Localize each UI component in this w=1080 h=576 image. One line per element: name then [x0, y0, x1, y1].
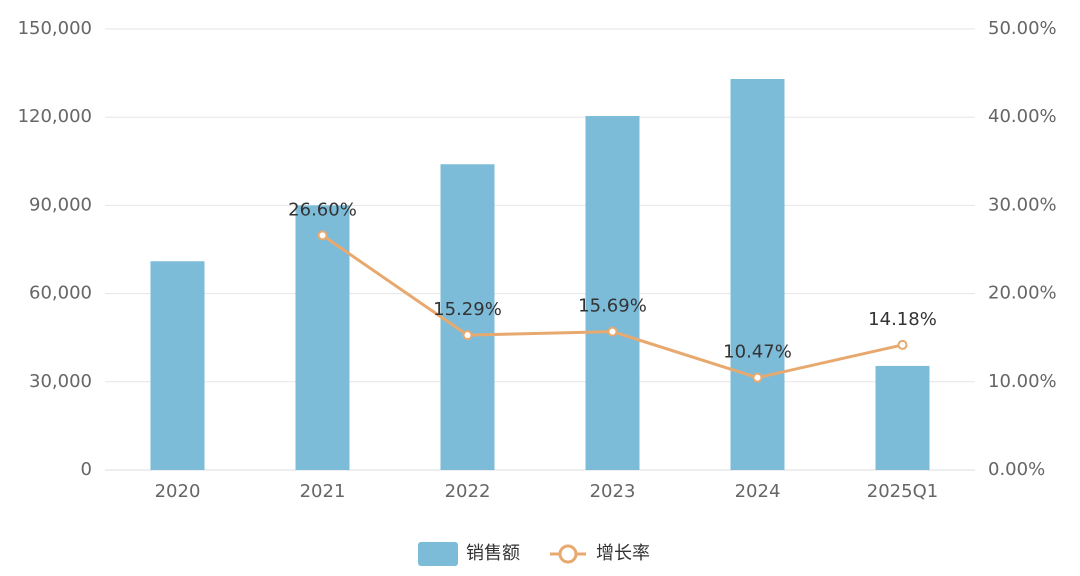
point: [317, 230, 328, 241]
bar: [295, 205, 350, 470]
bar: [440, 164, 495, 471]
y-tick-label: 120,000: [18, 106, 92, 127]
bar: [730, 78, 785, 470]
y2-tick-label: 20.00%: [988, 283, 1057, 304]
y-tick-label: 150,000: [18, 18, 92, 39]
x-tick-label: 2022: [445, 481, 491, 502]
x-tick-label: 2023: [590, 481, 636, 502]
y2-tick-label: 10.00%: [988, 371, 1057, 392]
point: [462, 330, 473, 341]
x-tick-label: 2024: [735, 481, 781, 502]
y2-tick-label: 0.00%: [988, 459, 1045, 480]
bar: [875, 365, 930, 470]
legend-label: 销售额: [466, 543, 520, 564]
y2-tick-label: 30.00%: [988, 194, 1057, 215]
y2-tick-label: 50.00%: [988, 18, 1057, 39]
data-label: 26.60%: [288, 199, 357, 220]
y-tick-label: 0: [81, 459, 92, 480]
bar: [150, 261, 205, 470]
legend-swatch: [418, 542, 458, 566]
legend-swatch: [558, 544, 578, 564]
y2-tick-label: 40.00%: [988, 106, 1057, 127]
point: [752, 372, 763, 383]
y-tick-label: 60,000: [29, 283, 92, 304]
data-label: 15.29%: [433, 299, 502, 320]
data-label: 15.69%: [578, 296, 647, 317]
y-tick-label: 30,000: [29, 371, 92, 392]
data-label: 14.18%: [868, 309, 937, 330]
point: [897, 339, 908, 350]
data-label: 10.47%: [723, 342, 792, 363]
y-tick-label: 90,000: [29, 194, 92, 215]
legend-label: 增长率: [596, 543, 650, 564]
bar: [585, 116, 640, 471]
x-tick-label: 2025Q1: [867, 481, 938, 502]
point: [607, 326, 618, 337]
x-tick-label: 2021: [300, 481, 346, 502]
x-tick-label: 2020: [155, 481, 201, 502]
